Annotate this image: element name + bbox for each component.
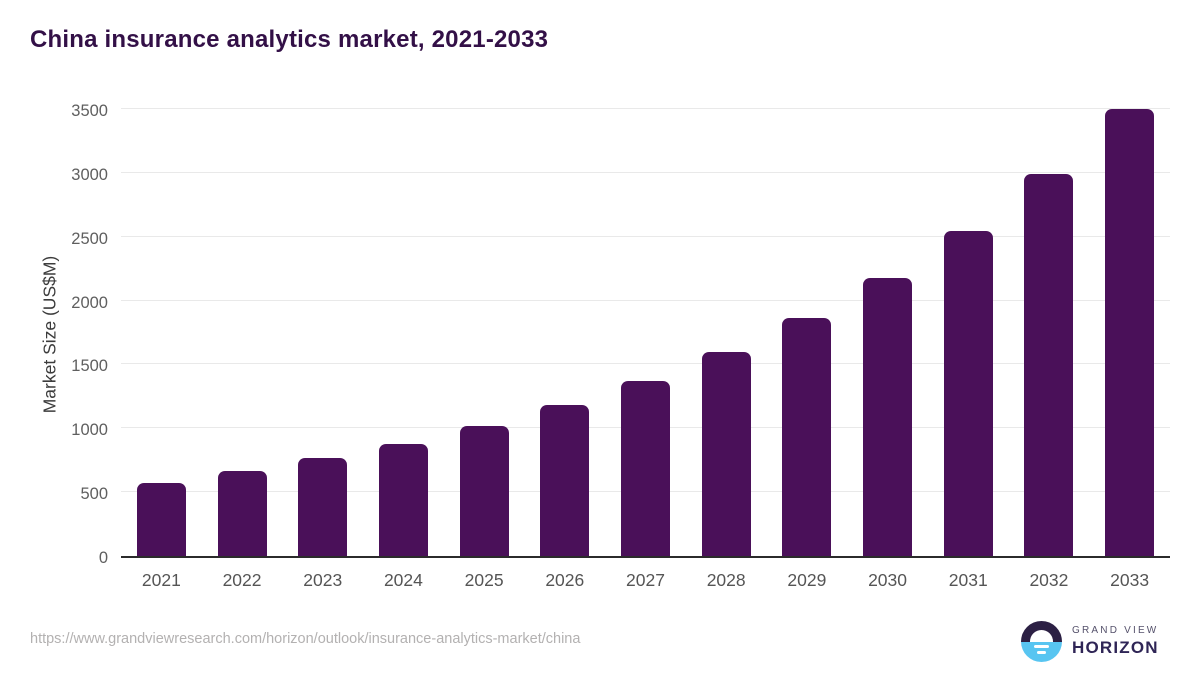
logo-product-name: HORIZON [1072,638,1159,657]
bar-2023 [298,458,348,556]
x-tick-label-2023: 2023 [303,570,343,590]
bar-slot-2026 [524,111,605,556]
bar-slot-2032 [1009,111,1090,556]
gridline-3000 [121,171,1170,173]
bar-slot-2030 [847,111,928,556]
bar-slot-2021 [121,111,202,556]
bar-2033 [1105,109,1155,556]
y-tick-label-2500: 2500 [71,229,108,248]
x-tick-label-2032: 2032 [1029,570,1069,590]
gridline-2000 [121,299,1170,301]
y-tick-label-500: 500 [80,485,108,504]
bar-2028 [701,351,751,556]
plot-area [121,108,1170,558]
logo-reflection-dash [1034,644,1049,648]
logo-sun-dome [1030,629,1053,642]
y-tick-label-0: 0 [98,549,108,567]
bar-2021 [136,482,186,556]
bar-2029 [782,317,832,556]
x-tick-label-2027: 2027 [626,570,665,590]
bar-2022 [217,471,267,556]
gridline-2500 [121,235,1170,237]
x-tick-label-2031: 2031 [948,570,988,590]
bar-2024 [378,443,428,556]
bar-2027 [620,381,670,556]
y-tick-label-3000: 3000 [71,165,108,184]
bar-slot-2029 [767,111,848,556]
bar-slot-2024 [363,111,444,556]
x-tick-label-2024: 2024 [383,570,423,590]
bar-2031 [943,230,993,556]
y-tick-label-3500: 3500 [71,102,108,120]
y-tick-label-2000: 2000 [71,293,108,312]
x-tick-label-2025: 2025 [464,570,504,590]
bar-slot-2023 [282,111,363,556]
bar-2032 [1024,174,1074,556]
x-tick-label-2021: 2021 [141,570,181,590]
y-axis-tick-labels: 0 500 1000 1500 2000 2500 3000 3500 [0,102,108,567]
bar-2026 [540,405,590,556]
bar-slot-2028 [686,111,767,556]
bar-2030 [863,277,913,556]
logo-text: GRAND VIEW HORIZON [1072,625,1159,658]
bar-slot-2025 [444,111,525,556]
chart-title: China insurance analytics market, 2021-2… [30,26,549,53]
brand-logo: GRAND VIEW HORIZON [1021,621,1159,662]
gridline-1500 [121,363,1170,365]
source-url: https://www.grandviewresearch.com/horizo… [30,631,581,647]
x-tick-label-2026: 2026 [545,570,585,590]
bar-slot-2033 [1089,109,1170,556]
x-axis-tick-labels: 2021 2022 2023 2024 2025 2026 2027 2028 2029 2030… [121,570,1170,591]
bar-series [121,109,1170,556]
x-tick-label-2030: 2030 [868,570,907,590]
gridline-3500 [121,108,1170,109]
bar-slot-2031 [928,111,1009,556]
bar-2025 [459,426,509,556]
bar-slot-2027 [605,111,686,556]
logo-brand-name: GRAND VIEW [1072,625,1159,636]
x-tick-label-2028: 2028 [706,570,746,590]
x-tick-label-2029: 2029 [787,570,827,590]
bar-slot-2022 [202,111,283,556]
logo-reflection-dash [1037,650,1046,654]
x-tick-label-2033: 2033 [1110,570,1150,590]
horizon-sun-icon [1021,621,1062,662]
y-tick-label-1000: 1000 [71,421,108,440]
x-tick-label-2022: 2022 [222,570,262,590]
y-tick-label-1500: 1500 [71,357,108,376]
